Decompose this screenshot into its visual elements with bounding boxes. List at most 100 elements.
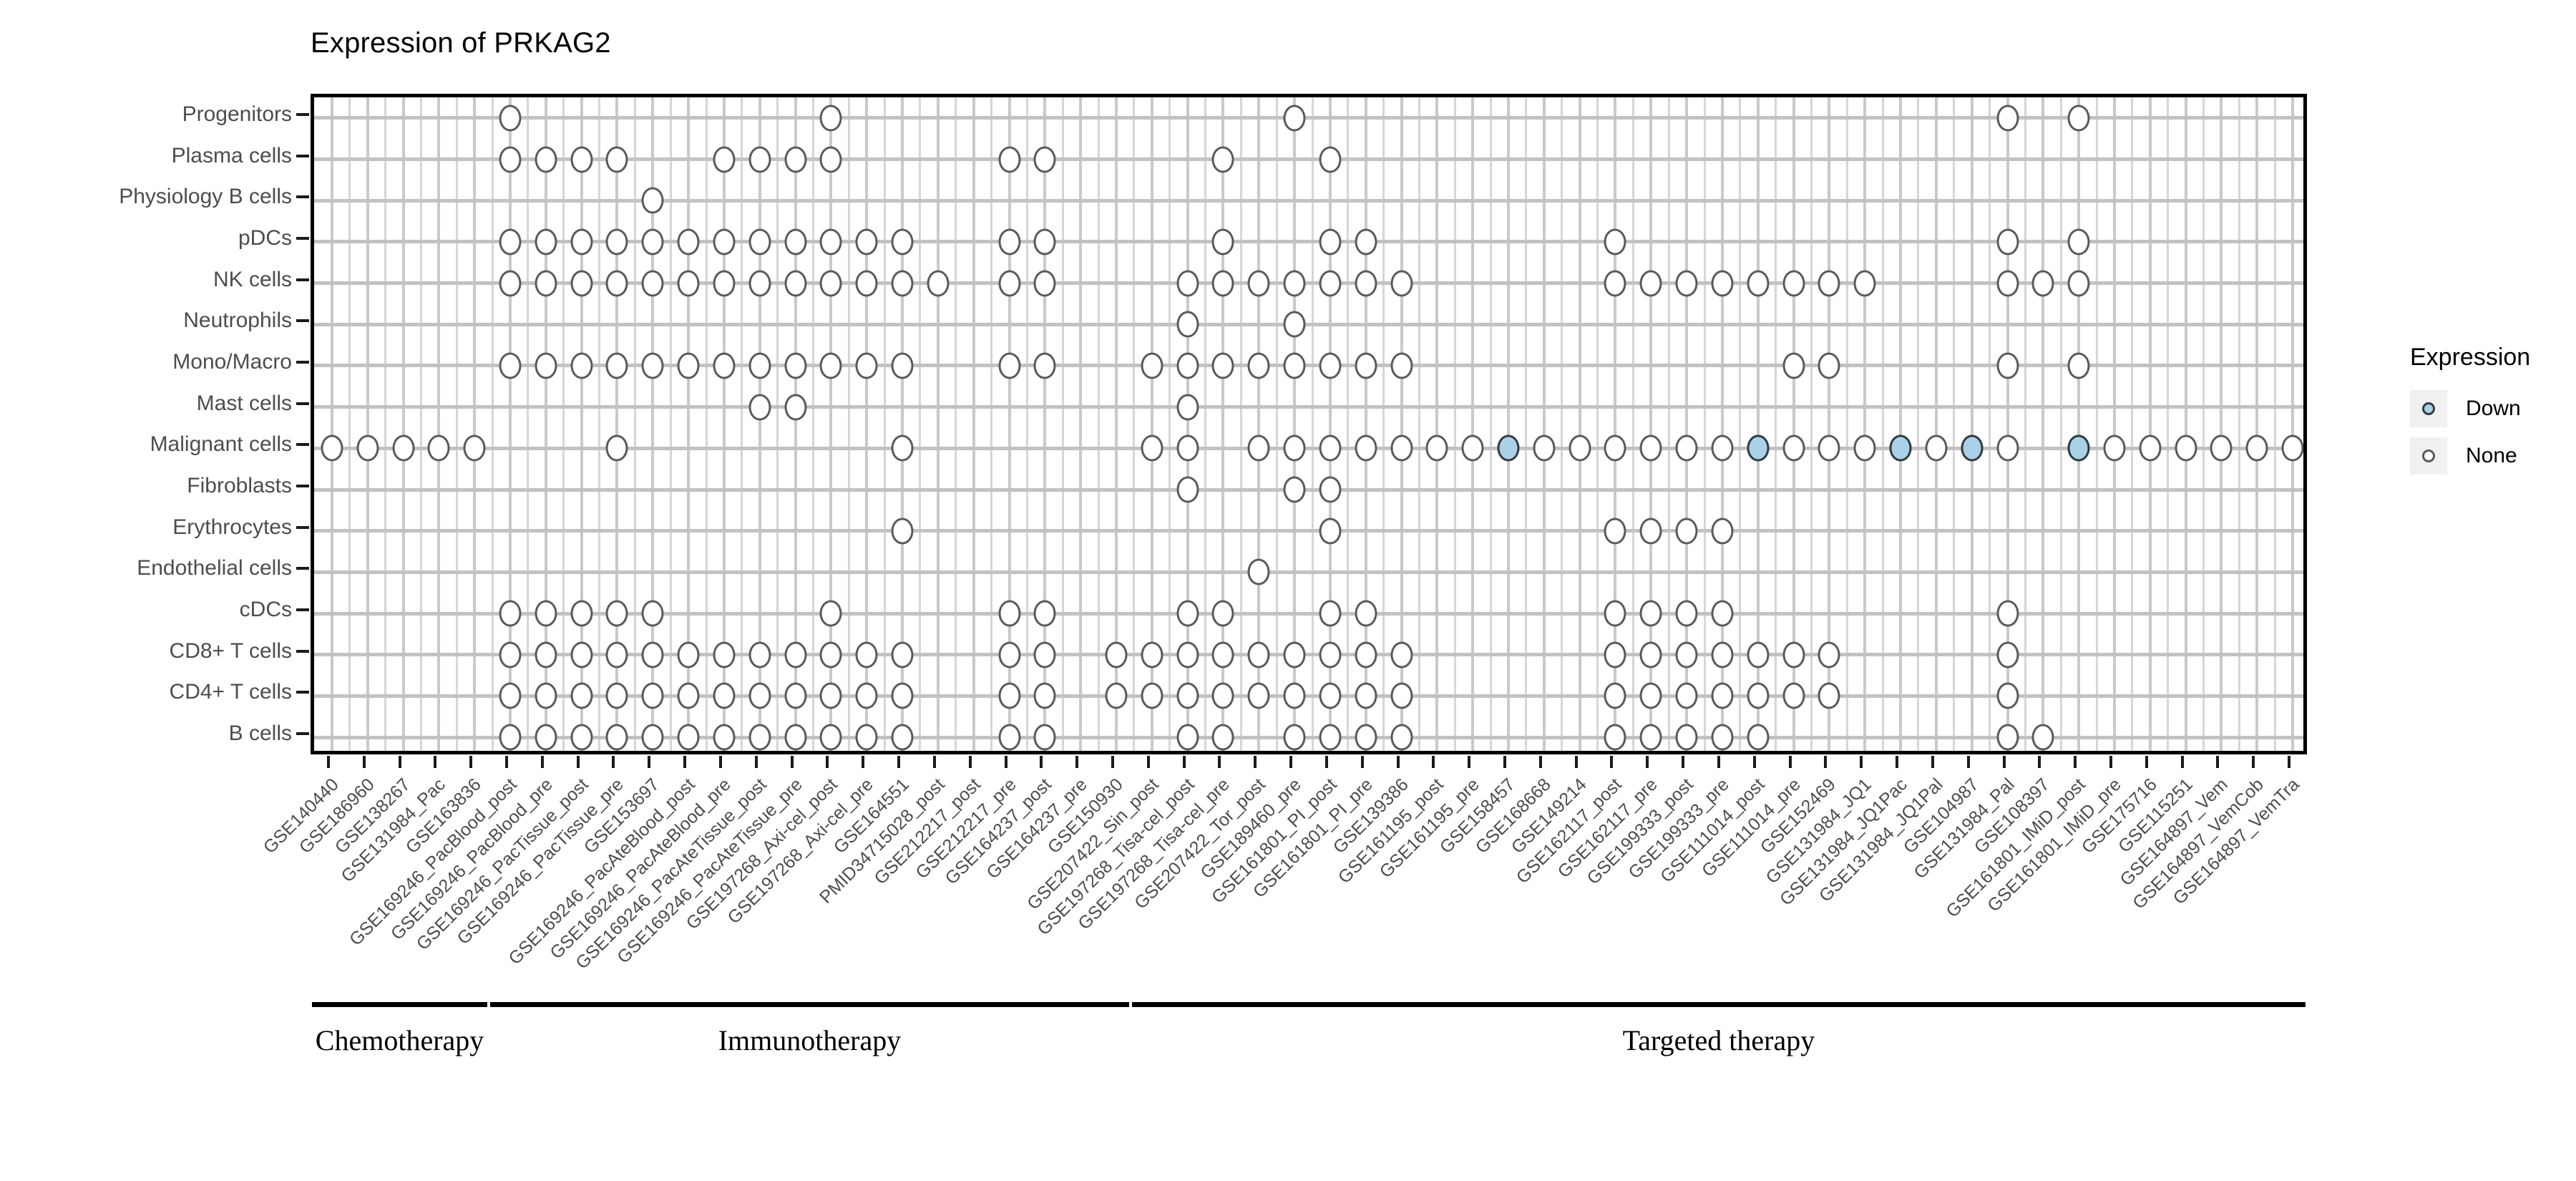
dot-none	[1033, 600, 1056, 627]
x-axis-tick	[862, 756, 865, 768]
dot-none	[2103, 434, 2126, 462]
dot-none	[1355, 682, 1377, 709]
gridline-vertical-minor	[990, 97, 993, 751]
dot-none	[1711, 682, 1734, 709]
group-label: Chemotherapy	[315, 1024, 484, 1056]
x-axis-tick	[398, 756, 401, 768]
gridline-vertical	[722, 97, 726, 751]
gridline-horizontal	[314, 157, 2303, 162]
dot-none	[1675, 270, 1698, 297]
legend-label: None	[2466, 444, 2517, 467]
dot-none	[1747, 270, 1770, 297]
dot-none	[1711, 270, 1734, 297]
gridline-vertical-minor	[1631, 97, 1634, 751]
gridline-vertical-minor	[2095, 97, 2098, 751]
dot-none	[1390, 270, 1413, 297]
legend-key-swatch	[2410, 390, 2447, 427]
gridline-horizontal	[314, 364, 2303, 368]
x-axis-tick	[718, 756, 722, 768]
dot-none	[1319, 476, 1342, 503]
dot-none	[748, 228, 771, 256]
dot-none	[784, 228, 807, 256]
dot-none	[1639, 600, 1662, 627]
dot-none	[855, 270, 878, 297]
gridline-horizontal	[314, 322, 2303, 326]
gridline-vertical	[2148, 97, 2152, 751]
gridline-vertical-minor	[598, 97, 601, 751]
dot-none	[1639, 270, 1662, 297]
y-axis-label: Endothelial cells	[137, 556, 292, 580]
x-axis-tick	[1468, 756, 1471, 768]
y-axis-labels: Progenitors Plasma cells Physiology B cell…	[0, 94, 2576, 754]
legend-entry[interactable]: None	[2410, 437, 2530, 475]
gridline-vertical	[1863, 97, 1867, 751]
group-label: Targeted therapy	[1622, 1024, 1815, 1056]
dot-none	[535, 682, 557, 709]
dot-none	[677, 724, 700, 751]
dot-none	[499, 228, 522, 256]
dot-none	[1604, 517, 1626, 545]
dot-none	[1247, 558, 1270, 585]
dot-none	[855, 641, 878, 669]
dot-down	[1497, 434, 1520, 462]
x-axis-tick	[2288, 756, 2291, 768]
gridline-vertical-minor	[1881, 97, 1884, 751]
group-bar	[490, 1002, 1129, 1007]
dot-none	[1033, 682, 1056, 709]
legend-dot-icon	[2422, 402, 2435, 415]
dot-none	[1818, 682, 1840, 709]
dot-none	[1747, 682, 1770, 709]
dot-none	[998, 352, 1021, 379]
dot-none	[1033, 724, 1056, 751]
dot-down	[2067, 434, 2090, 462]
gridline-vertical-minor	[419, 97, 422, 751]
gridline-vertical	[2220, 97, 2223, 751]
dot-none	[641, 724, 664, 751]
gridline-vertical	[829, 97, 833, 751]
legend-key-swatch	[2410, 437, 2447, 475]
x-axis-tick	[1040, 756, 1043, 768]
gridline-vertical-minor	[1239, 97, 1242, 751]
group-label: Immunotherapy	[718, 1024, 902, 1056]
dot-none	[1639, 641, 1662, 669]
x-axis-tick	[1752, 756, 1756, 768]
gridline-horizontal	[314, 281, 2303, 286]
legend-entry[interactable]: Down	[2410, 390, 2530, 427]
gridline-vertical-minor	[847, 97, 850, 751]
dot-none	[605, 724, 628, 751]
dot-none	[1568, 434, 1591, 462]
dot-none	[1711, 517, 1734, 545]
gridline-vertical-minor	[455, 97, 458, 751]
x-axis-tick	[362, 756, 366, 768]
x-axis-labels: GSE140440 GSE186960 GSE138267 GSE131984_Pac…	[0, 774, 2576, 1011]
x-axis-tick	[754, 756, 758, 768]
dot-none	[819, 228, 842, 256]
gridline-vertical	[1435, 97, 1439, 751]
dot-none	[1996, 600, 2019, 627]
y-axis-tick	[296, 443, 309, 447]
gridline-vertical	[1649, 97, 1653, 751]
gridline-vertical-minor	[384, 97, 387, 751]
dot-none	[499, 146, 522, 173]
dot-none	[1639, 434, 1662, 462]
x-axis-tick	[1503, 756, 1507, 768]
gridline-vertical-minor	[919, 97, 922, 751]
y-axis-label: Malignant cells	[150, 432, 292, 457]
gridline-vertical-minor	[1953, 97, 1956, 751]
dot-none	[1211, 600, 1234, 627]
dot-none	[1033, 641, 1056, 669]
dot-none	[641, 352, 664, 379]
dot-none	[1711, 641, 1734, 669]
group-bar	[311, 1002, 488, 1007]
dot-none	[891, 724, 914, 751]
x-axis-tick	[540, 756, 544, 768]
dot-none	[1355, 352, 1377, 379]
gridline-horizontal	[314, 240, 2303, 244]
dot-none	[784, 724, 807, 751]
x-axis-tick	[1860, 756, 1863, 768]
gridline-vertical-minor	[1489, 97, 1492, 751]
dot-none	[321, 434, 343, 462]
gridline-vertical	[1792, 97, 1795, 751]
dot-none	[641, 641, 664, 669]
x-axis-ticks	[311, 756, 2307, 770]
